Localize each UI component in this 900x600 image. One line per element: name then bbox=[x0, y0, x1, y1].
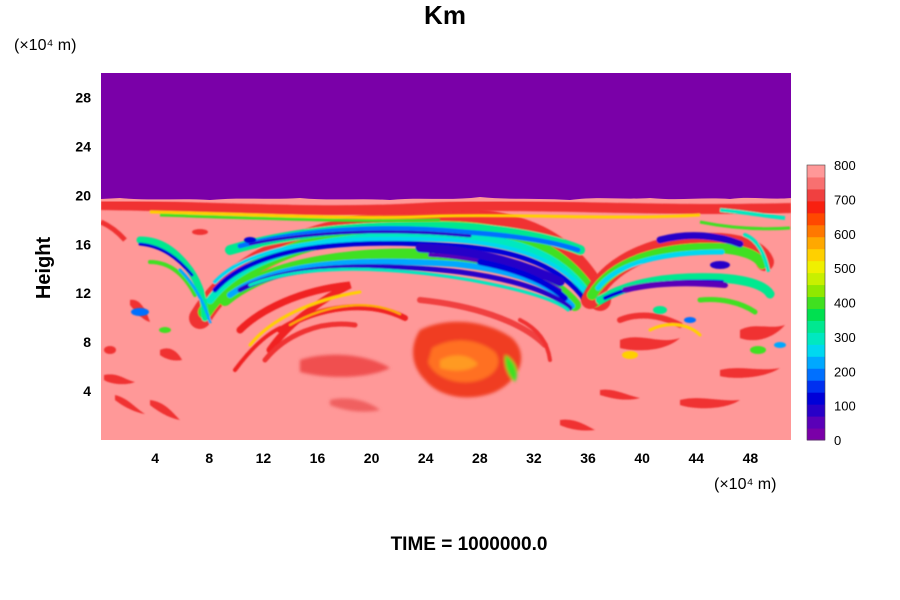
y-tick-label: 16 bbox=[75, 236, 91, 252]
x-tick-label: 4 bbox=[151, 450, 159, 466]
colorbar-swatch bbox=[807, 416, 825, 429]
colorbar-swatch bbox=[807, 404, 825, 417]
colorbar-tick-label: 500 bbox=[834, 261, 856, 276]
x-tick-label: 36 bbox=[580, 450, 596, 466]
y-axis-unit: (×10⁴ m) bbox=[14, 37, 76, 54]
x-tick-label: 12 bbox=[256, 450, 272, 466]
colorbar-swatch bbox=[807, 165, 825, 178]
colorbar-swatch bbox=[807, 200, 825, 214]
colorbar-swatch bbox=[807, 428, 825, 441]
scattered-patches bbox=[104, 229, 786, 359]
colorbar-swatch bbox=[807, 176, 825, 190]
colorbar-swatch bbox=[807, 380, 825, 393]
x-tick-label: 40 bbox=[634, 450, 650, 466]
colorbar-tick-label: 400 bbox=[834, 296, 856, 311]
colorbar-swatch bbox=[807, 236, 825, 250]
colorbar-tick-label: 100 bbox=[834, 399, 856, 414]
colorbar-swatch bbox=[807, 284, 825, 298]
colorbar-swatch bbox=[807, 260, 825, 274]
x-axis-ticks: 4 8 12 16 20 24 28 32 36 40 44 48 bbox=[151, 450, 758, 466]
colorbar-swatch bbox=[807, 320, 825, 333]
y-tick-label: 28 bbox=[75, 89, 91, 105]
chart-title: Km bbox=[424, 0, 466, 30]
colorbar-swatch bbox=[807, 296, 825, 309]
colorbar-tick-label: 700 bbox=[834, 192, 856, 207]
wave-bands bbox=[136, 206, 611, 329]
colorbar-swatch bbox=[807, 188, 825, 202]
y-tick-label: 8 bbox=[83, 334, 91, 350]
x-tick-label: 24 bbox=[418, 450, 434, 466]
x-tick-label: 48 bbox=[743, 450, 759, 466]
colorbar-tick-label: 200 bbox=[834, 364, 856, 379]
colorbar-swatch bbox=[807, 248, 825, 262]
colorbar-swatch bbox=[807, 332, 825, 345]
time-label: TIME = 1000000.0 bbox=[391, 534, 548, 555]
upper-boundary-band bbox=[101, 200, 791, 242]
colorbar-swatch bbox=[807, 368, 825, 381]
heatmap-field bbox=[101, 73, 791, 440]
x-tick-label: 8 bbox=[205, 450, 213, 466]
y-axis-label: Height bbox=[33, 237, 55, 300]
plume-arcs bbox=[233, 281, 552, 372]
colorbar-tick-label: 0 bbox=[834, 433, 841, 448]
x-tick-label: 28 bbox=[472, 450, 488, 466]
colorbar-swatch bbox=[807, 212, 825, 226]
central-blob bbox=[300, 321, 522, 412]
colorbar-frame bbox=[806, 164, 826, 441]
y-tick-label: 24 bbox=[75, 138, 91, 154]
colorbar-swatch bbox=[807, 308, 825, 321]
x-axis-unit: (×10⁴ m) bbox=[714, 476, 776, 493]
x-tick-label: 20 bbox=[364, 450, 380, 466]
right-bands bbox=[581, 232, 775, 337]
colorbar-tick-label: 300 bbox=[834, 330, 856, 345]
colorbar-swatch bbox=[807, 392, 825, 405]
y-axis-ticks: 4 8 12 16 20 24 28 bbox=[75, 89, 91, 399]
surface-streaks bbox=[104, 299, 785, 431]
x-tick-label: 32 bbox=[526, 450, 542, 466]
colorbar-swatch bbox=[807, 344, 825, 357]
upper-zero-region bbox=[101, 73, 791, 200]
colorbar-tick-label: 600 bbox=[834, 227, 856, 242]
x-tick-label: 16 bbox=[310, 450, 326, 466]
colorbar-swatch bbox=[807, 224, 825, 238]
colorbar: 0 100 200 300 400 500 600 700 800 bbox=[806, 158, 856, 448]
colorbar-swatch bbox=[807, 356, 825, 369]
y-tick-label: 20 bbox=[75, 187, 91, 203]
colorbar-swatch bbox=[807, 272, 825, 286]
x-tick-label: 44 bbox=[689, 450, 705, 466]
y-tick-label: 12 bbox=[75, 285, 91, 301]
y-tick-label: 4 bbox=[83, 383, 91, 399]
colorbar-tick-label: 800 bbox=[834, 158, 856, 173]
